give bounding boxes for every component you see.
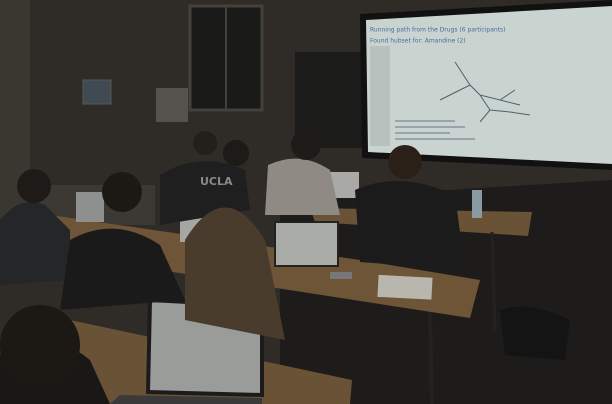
code-line [395,120,455,122]
table-leg [490,231,497,331]
student-head [223,140,249,166]
student-head [0,305,80,385]
backpack [500,306,570,360]
code-line [395,132,450,134]
student-head [193,131,217,155]
phone [330,272,352,279]
projection-screen [366,6,612,164]
screen-heading: Running path from the Drugs (6 participa… [370,27,506,34]
student [60,228,185,310]
water-bottle [472,190,482,218]
hoodie-print: UCLA [200,175,233,188]
poster [156,88,188,122]
student-head [102,172,142,212]
laptop-keyboard [110,395,262,404]
student [265,158,340,215]
laptop-screen [274,221,339,267]
code-line [395,138,475,140]
student [0,202,70,285]
screen-sidebar [370,46,390,146]
graph-edges [439,61,531,123]
student-head [388,145,422,179]
code-line [395,126,465,128]
student-head [17,169,51,203]
screen-code-lines [395,120,475,140]
student [185,207,285,340]
screen-network-graph [439,61,531,123]
wall-sign [82,79,112,105]
screen-subheading: Found hubset for: Amandine (2) [370,38,466,45]
laptop-screen [76,192,104,222]
table-leg [428,311,434,404]
student [355,181,465,270]
student-head [291,130,321,160]
paper-sheet [377,274,433,300]
